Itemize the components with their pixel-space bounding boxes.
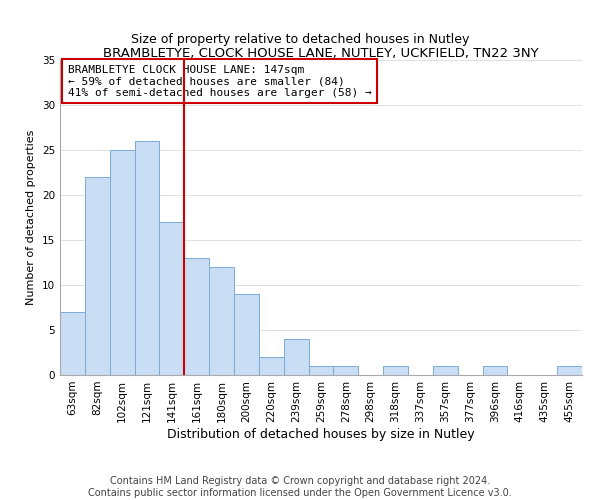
Bar bbox=[433, 366, 458, 375]
Bar bbox=[482, 366, 508, 375]
Bar bbox=[284, 339, 308, 375]
Bar bbox=[259, 357, 284, 375]
Bar bbox=[557, 366, 582, 375]
Bar bbox=[60, 312, 85, 375]
Bar bbox=[234, 294, 259, 375]
Bar bbox=[308, 366, 334, 375]
Bar bbox=[110, 150, 134, 375]
Bar bbox=[134, 141, 160, 375]
Title: BRAMBLETYE, CLOCK HOUSE LANE, NUTLEY, UCKFIELD, TN22 3NY: BRAMBLETYE, CLOCK HOUSE LANE, NUTLEY, UC… bbox=[103, 47, 539, 60]
Text: BRAMBLETYE CLOCK HOUSE LANE: 147sqm
← 59% of detached houses are smaller (84)
41: BRAMBLETYE CLOCK HOUSE LANE: 147sqm ← 59… bbox=[68, 64, 371, 98]
Bar bbox=[184, 258, 209, 375]
Text: Size of property relative to detached houses in Nutley: Size of property relative to detached ho… bbox=[131, 32, 469, 46]
Bar bbox=[160, 222, 184, 375]
Text: Contains HM Land Registry data © Crown copyright and database right 2024.
Contai: Contains HM Land Registry data © Crown c… bbox=[88, 476, 512, 498]
Bar bbox=[209, 267, 234, 375]
Y-axis label: Number of detached properties: Number of detached properties bbox=[26, 130, 37, 305]
Bar bbox=[85, 177, 110, 375]
Bar bbox=[383, 366, 408, 375]
X-axis label: Distribution of detached houses by size in Nutley: Distribution of detached houses by size … bbox=[167, 428, 475, 440]
Bar bbox=[334, 366, 358, 375]
